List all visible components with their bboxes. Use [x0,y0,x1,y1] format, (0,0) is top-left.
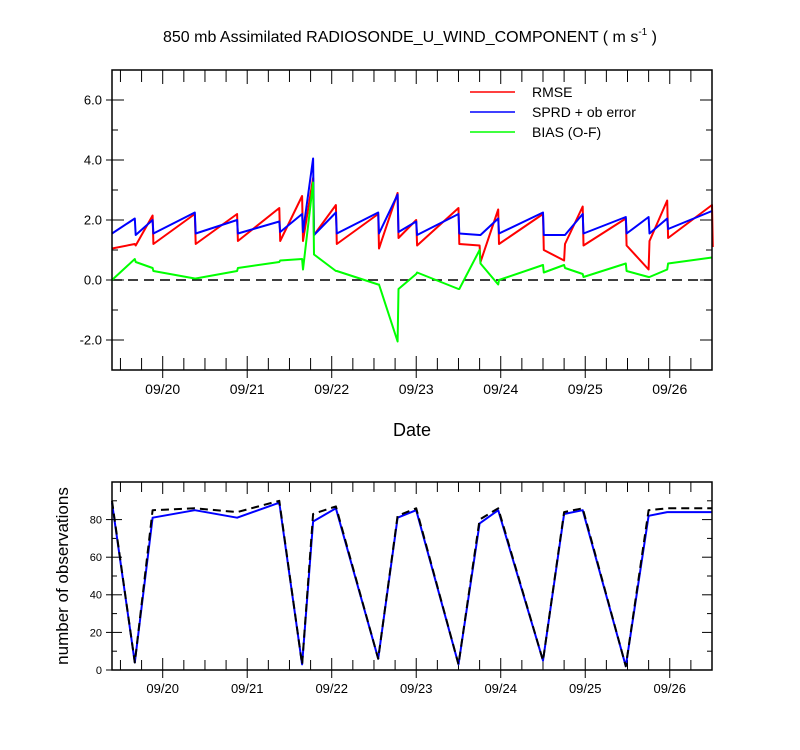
bottom-x-tick-label: 09/23 [400,681,433,696]
legend: RMSE SPRD + ob error BIAS (O-F) [470,84,636,140]
top-series [111,157,714,343]
top-x-tick-label: 09/25 [568,381,603,397]
bottom-x-tick-label: 09/24 [484,681,517,696]
top-y-tick-label: 6.0 [84,93,102,108]
bottom-panel: 09/20 09/21 09/22 09/23 09/24 09/25 09/26 0 20 4… [53,481,713,696]
top-x-ticks: 09/20 09/21 09/22 09/23 09/24 09/25 09/26 [119,70,713,397]
bottom-y-tick-label: 80 [90,514,102,526]
bottom-series-assimilated [111,501,712,668]
bottom-y-tick-label: 20 [90,627,102,639]
top-x-axis-label: Date [393,420,431,440]
bottom-y-ticks: 0 20 40 60 80 [90,481,712,677]
top-plot-frame [111,69,713,371]
bottom-plot-frame [111,481,713,671]
top-panel: 09/20 09/21 09/22 09/23 09/24 09/25 09/26 -2.0… [80,69,714,440]
bottom-x-tick-label: 09/26 [653,681,686,696]
chart-title-main: 850 mb Assimilated RADIOSONDE_U_WIND_COM… [163,29,638,46]
bottom-x-tick-label: 09/21 [231,681,264,696]
chart-title-close: ) [647,29,657,46]
bottom-x-tick-label: 09/22 [315,681,348,696]
top-y-ticks: -2.0 0.0 2.0 4.0 6.0 [80,69,712,371]
bottom-y-tick-label: 0 [96,665,102,677]
top-series-sprd-ob-error [111,157,713,236]
bottom-x-tick-label: 09/25 [569,681,602,696]
top-y-tick-label: -2.0 [80,333,102,348]
legend-sprd-label: SPRD + ob error [532,104,636,120]
bottom-x-tick-label: 09/20 [146,681,179,696]
chart-title: 850 mb Assimilated RADIOSONDE_U_WIND_COM… [163,27,657,46]
top-x-tick-label: 09/24 [483,381,518,397]
top-y-tick-label: 4.0 [84,153,102,168]
bottom-series-possible [111,499,712,668]
top-x-tick-label: 09/23 [399,381,434,397]
bottom-y-tick-label: 40 [90,590,102,602]
top-x-tick-label: 09/26 [652,381,687,397]
legend-bias-label: BIAS (O-F) [532,124,601,140]
top-x-tick-label: 09/21 [230,381,265,397]
top-x-tick-label: 09/22 [314,381,349,397]
top-y-tick-label: 0.0 [84,273,102,288]
bottom-x-ticks: 09/20 09/21 09/22 09/23 09/24 09/25 09/26 [119,482,713,696]
top-x-tick-label: 09/20 [145,381,180,397]
bottom-series [111,499,712,668]
bottom-y-axis-label: number of observations [53,487,72,665]
legend-rmse-label: RMSE [532,84,572,100]
top-series-bias-o-f [111,181,713,343]
chart-title-superscript: -1 [638,27,647,38]
top-y-tick-label: 2.0 [84,213,102,228]
bottom-y-tick-label: 60 [90,552,102,564]
